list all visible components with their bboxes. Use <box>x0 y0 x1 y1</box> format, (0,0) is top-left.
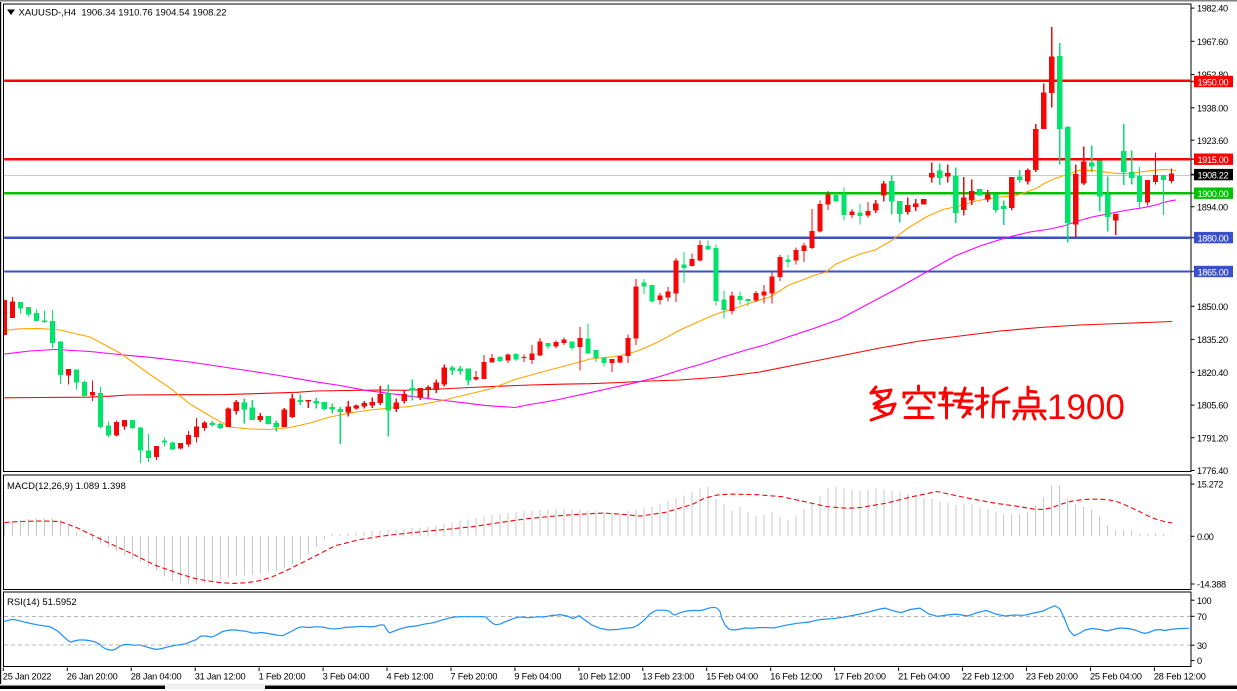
svg-text:1850.00: 1850.00 <box>1197 302 1228 312</box>
svg-text:1915.00: 1915.00 <box>1198 155 1229 165</box>
svg-text:1900.00: 1900.00 <box>1198 189 1229 199</box>
svg-text:1776.40: 1776.40 <box>1197 466 1228 476</box>
svg-text:1805.60: 1805.60 <box>1197 401 1228 411</box>
svg-text:31 Jan 12:00: 31 Jan 12:00 <box>195 672 246 682</box>
svg-text:25 Feb 04:00: 25 Feb 04:00 <box>1090 672 1142 682</box>
svg-text:28 Feb 12:00: 28 Feb 12:00 <box>1154 672 1206 682</box>
svg-text:1880.00: 1880.00 <box>1198 233 1229 243</box>
svg-text:26 Jan 20:00: 26 Jan 20:00 <box>67 672 118 682</box>
svg-text:100: 100 <box>1197 596 1212 606</box>
svg-text:4 Feb 12:00: 4 Feb 12:00 <box>387 672 434 682</box>
svg-text:1938.00: 1938.00 <box>1197 103 1228 113</box>
svg-text:21 Feb 04:00: 21 Feb 04:00 <box>898 672 950 682</box>
svg-text:1820.40: 1820.40 <box>1197 368 1228 378</box>
svg-text:1967.60: 1967.60 <box>1197 37 1228 47</box>
svg-text:1982.40: 1982.40 <box>1197 4 1228 14</box>
svg-text:15.272: 15.272 <box>1197 480 1223 490</box>
svg-text:1894.00: 1894.00 <box>1197 202 1228 212</box>
svg-text:1950.00: 1950.00 <box>1198 77 1229 87</box>
svg-text:70: 70 <box>1197 612 1207 622</box>
svg-text:25 Jan 2022: 25 Jan 2022 <box>3 672 51 682</box>
svg-text:1 Feb 20:00: 1 Feb 20:00 <box>259 672 306 682</box>
svg-text:1908.22: 1908.22 <box>1198 170 1229 180</box>
svg-text:1791.20: 1791.20 <box>1197 433 1228 443</box>
svg-text:RSI(14) 51.5952: RSI(14) 51.5952 <box>7 597 77 608</box>
svg-text:1900: 1900 <box>1047 388 1125 427</box>
svg-text:16 Feb 12:00: 16 Feb 12:00 <box>770 672 822 682</box>
svg-text:1835.20: 1835.20 <box>1197 335 1228 345</box>
svg-text:XAUUSD-,H4 1906.34 1910.76 19: XAUUSD-,H4 1906.34 1910.76 1904.54 1908.… <box>19 8 227 19</box>
svg-text:22 Feb 12:00: 22 Feb 12:00 <box>962 672 1014 682</box>
svg-text:-14.388: -14.388 <box>1197 580 1226 590</box>
svg-text:1952.80: 1952.80 <box>1197 70 1228 80</box>
svg-text:1923.60: 1923.60 <box>1197 136 1228 146</box>
svg-text:23 Feb 20:00: 23 Feb 20:00 <box>1026 672 1078 682</box>
svg-text:MACD(12,26,9) 1.089 1.398: MACD(12,26,9) 1.089 1.398 <box>7 481 126 492</box>
svg-text:17 Feb 20:00: 17 Feb 20:00 <box>834 672 886 682</box>
svg-text:13 Feb 23:00: 13 Feb 23:00 <box>642 672 694 682</box>
svg-text:7 Feb 20:00: 7 Feb 20:00 <box>451 672 498 682</box>
svg-text:0.00: 0.00 <box>1197 532 1214 542</box>
svg-text:9 Feb 04:00: 9 Feb 04:00 <box>514 672 561 682</box>
svg-text:30: 30 <box>1197 641 1207 651</box>
svg-text:3 Feb 04:00: 3 Feb 04:00 <box>323 672 370 682</box>
svg-text:10 Feb 12:00: 10 Feb 12:00 <box>578 672 630 682</box>
svg-text:1865.00: 1865.00 <box>1198 267 1229 277</box>
svg-text:15 Feb 04:00: 15 Feb 04:00 <box>706 672 758 682</box>
svg-text:28 Jan 04:00: 28 Jan 04:00 <box>131 672 182 682</box>
svg-text:0: 0 <box>1197 656 1202 666</box>
